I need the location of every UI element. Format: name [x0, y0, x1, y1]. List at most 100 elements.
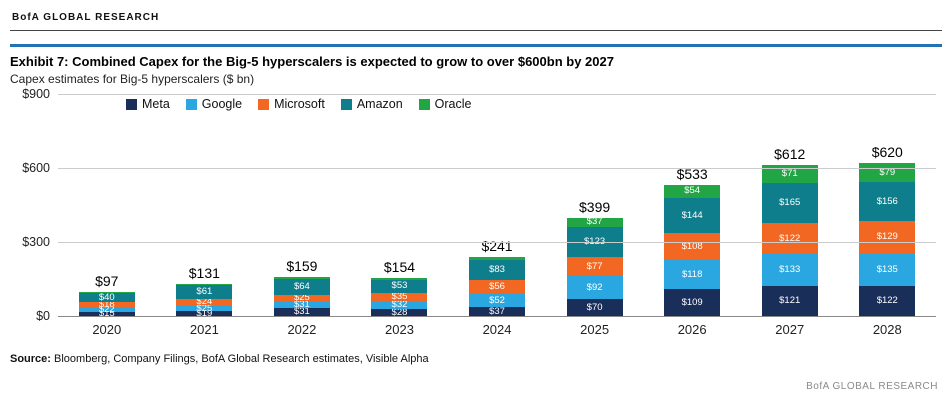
segment-value-label: $135: [876, 263, 898, 275]
bar-stack-2028: $122 $135 $129 $156 $79: [859, 162, 916, 316]
segment-google-2022: $31: [273, 298, 330, 310]
x-tick-label-2022: 2022: [287, 322, 317, 337]
segment-value-label: $54: [684, 185, 701, 197]
segment-google-2021: $25: [176, 303, 233, 313]
gridline-300: [58, 242, 936, 243]
total-label-2021: $131: [188, 264, 220, 281]
total-label-2024: $241: [481, 237, 513, 254]
total-label-2026: $533: [676, 165, 708, 182]
bar-column-2021: $131 $19 $25 $24 $61: [156, 94, 254, 318]
legend-swatch-amazon: [340, 98, 352, 110]
legend-swatch-google: [185, 98, 197, 110]
segment-value-label: $64: [293, 280, 310, 292]
accent-rule: [10, 44, 942, 47]
total-label-2022: $159: [286, 257, 318, 274]
segment-value-label: $53: [391, 280, 408, 292]
segment-value-label: $122: [876, 295, 898, 307]
segment-oracle-2028: $79: [859, 162, 916, 183]
legend-item-amazon: Amazon: [340, 97, 403, 111]
segment-meta-2023: $28: [371, 308, 428, 317]
bar-stack-2022: $31 $31 $25 $64: [273, 276, 330, 316]
legend-item-microsoft: Microsoft: [258, 97, 325, 111]
legend-item-google: Google: [185, 97, 243, 111]
x-tick-label-2027: 2027: [775, 322, 805, 337]
segment-amazon-2020: $40: [78, 292, 135, 303]
x-tick-label-2023: 2023: [385, 322, 414, 337]
segment-google-2025: $92: [566, 276, 623, 299]
bar-stack-2027: $121 $133 $122 $165 $71: [761, 165, 818, 316]
segment-value-label: $83: [489, 264, 505, 276]
chart-legend: Meta Google Microsoft Amazon Oracle: [126, 97, 472, 111]
segment-oracle-2025: $37: [566, 217, 623, 227]
total-label-2028: $620: [871, 143, 903, 160]
bar-column-2024: $241 $37 $52 $56 $83: [448, 94, 546, 316]
legend-label: Google: [201, 97, 243, 111]
segment-value-label: $92: [586, 281, 603, 293]
segment-meta-2022: $31: [273, 307, 330, 316]
segment-microsoft-2022: $25: [273, 293, 330, 302]
segment-google-2028: $135: [859, 252, 916, 286]
legend-label: Meta: [142, 97, 170, 111]
bar-column-2028: $620 $122 $135 $129 $156 $79: [839, 94, 937, 316]
legend-label: Amazon: [356, 97, 403, 111]
segment-value-label: $71: [781, 168, 798, 180]
segment-meta-2028: $122: [859, 285, 916, 316]
segment-microsoft-2023: $35: [371, 291, 428, 303]
bar-column-2027: $612 $121 $133 $122 $165 $71: [741, 94, 839, 316]
source-text: Bloomberg, Company Filings, BofA Global …: [50, 353, 429, 365]
segment-microsoft-2021: $24: [176, 297, 233, 306]
capex-chart: Meta Google Microsoft Amazon Oracle $97 $15 $2…: [10, 87, 942, 337]
segment-meta-2025: $70: [566, 298, 623, 316]
segment-google-2027: $133: [761, 253, 818, 287]
segment-value-label: $61: [196, 286, 213, 297]
bar-stack-2026: $109 $118 $108 $144 $54: [664, 184, 721, 316]
segment-microsoft-2024: $56: [469, 280, 526, 295]
segment-microsoft-2028: $129: [859, 220, 916, 253]
segment-value-label: $165: [779, 197, 801, 209]
segment-value-label: $79: [879, 166, 896, 178]
source-note: Source: Bloomberg, Company Filings, BofA…: [10, 353, 942, 365]
bar-column-2020: $97 $15 $22 $18 $40: [58, 94, 156, 318]
segment-value-label: $52: [489, 294, 505, 306]
legend-swatch-microsoft: [258, 98, 270, 110]
bar-stack-2020: $15 $22 $18 $40: [78, 292, 135, 318]
brand-header: BofA GLOBAL RESEARCH: [10, 8, 942, 31]
segment-google-2026: $118: [664, 260, 721, 290]
x-tick-label-2026: 2026: [677, 322, 707, 337]
segment-meta-2027: $121: [761, 286, 818, 316]
bar-stack-2021: $19 $25 $24 $61: [176, 283, 233, 318]
segment-value-label: $31: [293, 298, 310, 310]
segment-google-2023: $32: [371, 299, 428, 311]
segment-google-2024: $52: [469, 294, 526, 307]
segment-meta-2024: $37: [469, 307, 526, 316]
legend-swatch-meta: [126, 98, 137, 110]
bar-column-2022: $159 $31 $31 $25 $64: [253, 94, 351, 316]
segment-amazon-2026: $144: [664, 197, 721, 234]
bar-column-2025: $399 $70 $92 $77 $123 $37: [546, 94, 644, 316]
segment-microsoft-2020: $18: [78, 300, 135, 309]
plot-area: Meta Google Microsoft Amazon Oracle $97 $15 $2…: [22, 87, 937, 323]
total-label-2025: $399: [579, 198, 611, 215]
exhibit-subtitle: Capex estimates for Big-5 hyperscalers (…: [10, 72, 255, 86]
segment-microsoft-2025: $77: [566, 257, 623, 277]
segment-amazon-2023: $53: [371, 279, 428, 293]
segment-google-2020: $22: [78, 305, 135, 314]
segment-value-label: $144: [681, 209, 703, 221]
segment-value-label: $56: [489, 281, 505, 293]
legend-item-oracle: Oracle: [418, 97, 472, 111]
segment-value-label: $133: [779, 264, 801, 275]
segment-amazon-2027: $165: [761, 182, 818, 224]
gridline-600: [58, 168, 936, 169]
segment-value-label: $121: [779, 295, 801, 307]
segment-value-label: $32: [391, 299, 408, 311]
bar-stack-2023: $28 $32 $35 $53: [371, 278, 428, 317]
y-tick-label: $300: [22, 235, 50, 249]
segment-microsoft-2027: $122: [761, 223, 818, 254]
total-label-2027: $612: [774, 146, 806, 163]
legend-swatch-oracle: [418, 98, 430, 110]
segment-meta-2026: $109: [664, 289, 721, 316]
segment-value-label: $35: [391, 291, 408, 303]
segment-value-label: $70: [586, 301, 603, 313]
bar-column-2023: $154 $28 $32 $35 $53: [351, 94, 449, 317]
